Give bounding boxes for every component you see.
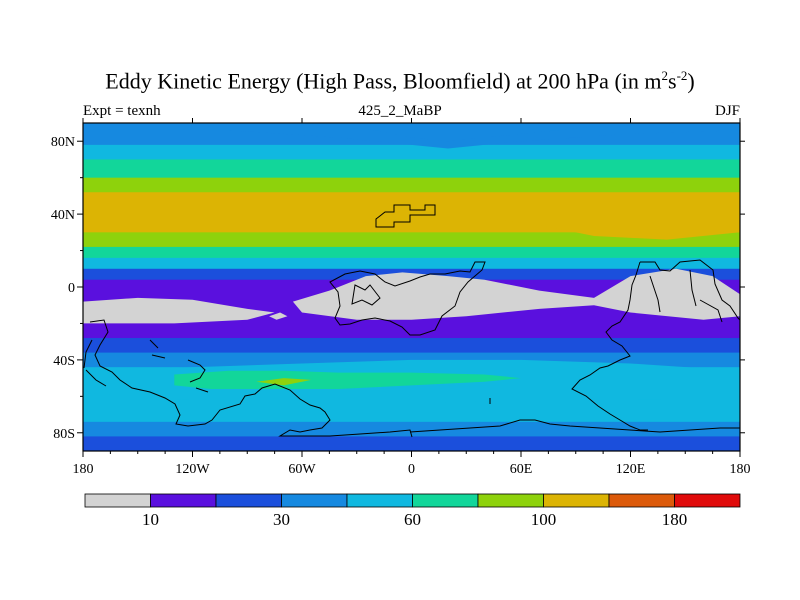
colorbar-label: 10 xyxy=(142,510,159,529)
subtitle-experiment: Expt = texnh xyxy=(83,103,161,119)
axes: 180 120W 60W 0 60E 120E 180 80N 40N 0 40S 80S xyxy=(51,118,751,477)
colorbar-swatch-6 xyxy=(477,493,544,508)
colorbar-label: 30 xyxy=(273,510,290,529)
coastlines xyxy=(83,204,740,438)
x-tick-label: 60E xyxy=(510,462,533,477)
coastline-americas xyxy=(83,319,413,438)
colorbar-swatch-2 xyxy=(215,493,282,508)
colorbar-swatch-5 xyxy=(412,493,479,508)
x-tick-label: 120W xyxy=(175,462,210,477)
x-tick-label: 0 xyxy=(408,462,415,477)
coastline-africa xyxy=(329,261,486,336)
x-tick-label: 120E xyxy=(616,462,646,477)
colorbar-label: 60 xyxy=(404,510,421,529)
contour-region-0 xyxy=(83,199,740,240)
contour-band-3 xyxy=(83,159,740,179)
colorbar-swatch-1 xyxy=(150,493,217,508)
contour-band-11 xyxy=(83,323,740,339)
colorbar-swatch-4 xyxy=(346,493,413,508)
contour-band-8 xyxy=(83,257,740,270)
contour-band-4 xyxy=(83,177,740,193)
x-tick-label: 180 xyxy=(730,462,751,477)
subtitle-season: DJF xyxy=(714,103,740,119)
colorbar-label: 180 xyxy=(662,510,688,529)
colorbar-swatch-9 xyxy=(674,493,741,508)
colorbar-swatch-0 xyxy=(84,493,151,508)
subtitle-run: 425_2_MaBP xyxy=(358,103,442,119)
contour-region-1 xyxy=(83,123,740,149)
contour-band-15 xyxy=(83,399,740,423)
y-tick-label: 40N xyxy=(51,208,75,223)
contour-fill-area xyxy=(83,123,740,451)
colorbar-swatch-3 xyxy=(281,493,348,508)
contour-band-12 xyxy=(83,338,740,354)
coastline-asia-east xyxy=(571,259,740,431)
x-tick-label: 60W xyxy=(288,462,316,477)
coastline-africa-interior xyxy=(351,284,381,306)
contour-band-6 xyxy=(83,232,740,248)
contour-band-2 xyxy=(83,144,740,161)
x-tick-label: 180 xyxy=(73,462,94,477)
y-tick-label: 80N xyxy=(51,135,75,150)
contour-band-7 xyxy=(83,246,740,259)
colorbar: 10 30 60 100 180 xyxy=(84,493,741,529)
contour-band-0 xyxy=(83,123,740,131)
colorbar-label: 100 xyxy=(531,510,557,529)
contour-region-2 xyxy=(83,297,275,324)
chart-title: Eddy Kinetic Energy (High Pass, Bloomfie… xyxy=(105,68,695,94)
coastline-antarctic xyxy=(409,398,740,433)
contour-band-16 xyxy=(83,421,740,438)
contour-region-4 xyxy=(269,312,288,320)
colorbar-swatch-8 xyxy=(608,493,675,508)
y-tick-label: 40S xyxy=(53,354,75,369)
colorbar-swatch-7 xyxy=(543,493,610,508)
y-tick-label: 0 xyxy=(68,281,75,296)
contour-region-6 xyxy=(174,370,522,389)
coastline-eurasia xyxy=(375,204,436,228)
contour-region-7 xyxy=(256,378,312,386)
contour-band-17 xyxy=(83,436,740,451)
y-tick-label: 80S xyxy=(53,427,75,442)
